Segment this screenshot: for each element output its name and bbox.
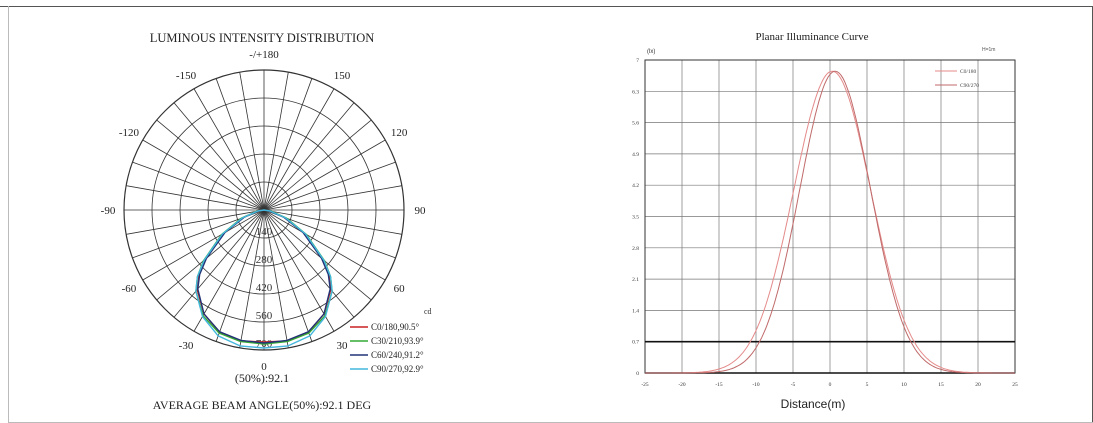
polar-spoke [263,139,386,211]
polar-angle-label: 60 [394,283,406,295]
polar-spoke [239,72,265,211]
planar-grid [644,59,1016,374]
planar-series-line [645,70,1015,374]
polar-spoke [193,209,265,332]
polar-footer: AVERAGE BEAM ANGLE(50%):92.1 DEG [153,398,372,412]
polar-spoke [156,209,265,301]
polar-spoke [173,209,265,318]
polar-radial-label: 140 [256,226,273,238]
planar-y-tick: 1.4 [632,308,639,314]
planar-y-tick: 4.2 [632,183,639,189]
polar-angle-label: 150 [334,70,351,82]
polar-angle-label: -90 [101,205,116,217]
planar-x-tick: -15 [715,382,723,388]
polar-radial-label: 280 [256,254,273,266]
planar-title: Planar Illuminance Curve [755,31,868,43]
polar-spoke [126,185,265,211]
planar-legend-label: C0/180 [960,69,976,75]
polar-spoke [215,78,265,211]
planar-y-tick: 3.5 [632,215,639,221]
polar-spoke [263,78,313,211]
planar-xlabel: Distance(m) [781,397,846,411]
polar-series-line [195,209,333,349]
polar-spoke [263,209,335,332]
planar-x-tick: 0 [829,382,832,388]
planar-series-line [645,70,1015,374]
polar-spoke [263,119,372,211]
polar-spoke [239,209,265,348]
planar-corner-note: H=1m [982,47,995,53]
planar-x-tick: -20 [678,382,686,388]
planar-x-tick: 15 [938,382,944,388]
planar-legend-label: C90/270 [960,83,979,89]
luminous-intensity-polar-chart: LUMINOUS INTENSITY DISTRIBUTION -/+180 15… [101,31,432,412]
planar-legend: C0/180 C90/270 [935,69,979,89]
planar-series [645,70,1015,374]
polar-spoke [263,209,386,281]
polar-spoke [263,185,402,211]
frame-top-line [0,6,1093,7]
polar-beam-label: (50%):92.1 [235,371,289,385]
polar-legend-label: C30/210,93.9° [371,336,424,346]
polar-angle-label: 0 [261,361,267,373]
polar-spoke [215,209,265,342]
polar-spoke [263,209,402,235]
polar-legend: C0/180,90.5° C30/210,93.9° C60/240,91.2° C9… [350,322,424,374]
planar-y-tick: 0.7 [632,340,639,346]
polar-spoke [263,209,355,318]
polar-series-line [197,209,331,344]
polar-spoke [173,102,265,211]
polar-angle-label: -120 [119,127,140,139]
polar-angle-labels: -/+180 150 120 90 60 30 0 -30 -60 -90 -120 -150 [101,49,426,373]
polar-spoke [156,119,265,211]
planar-x-tick: 25 [1012,382,1018,388]
polar-series [195,209,333,349]
polar-spoke [263,88,335,211]
polar-spoke [263,209,313,342]
planar-y-tick: 2.1 [632,277,639,283]
polar-spoke [263,161,396,211]
polar-spoke [142,209,265,281]
polar-radial-label: 560 [256,310,273,322]
polar-legend-label: C0/180,90.5° [371,322,420,332]
polar-spoke [263,209,372,301]
polar-spoke [193,88,265,211]
polar-spoke [263,102,355,211]
planar-ylabel: (lx) [647,49,655,55]
planar-x-tick: -10 [752,382,760,388]
polar-title: LUMINOUS INTENSITY DISTRIBUTION [150,31,375,45]
planar-y-tick: 4.9 [632,152,639,158]
planar-x-tick: 5 [866,382,869,388]
polar-angle-label: -60 [122,283,137,295]
polar-angle-label: -150 [176,70,197,82]
polar-legend-label: C60/240,91.2° [371,350,424,360]
planar-x-tick: -25 [641,382,649,388]
polar-spoke [132,161,265,211]
polar-angle-label: 30 [337,340,349,352]
polar-spoke [263,72,289,211]
planar-y-tick: 7 [636,58,639,64]
polar-legend-label: C90/270,92.9° [371,364,424,374]
polar-unit-label: cd [424,307,432,316]
planar-x-tick: 20 [975,382,981,388]
frame-left-line [8,6,9,423]
planar-illuminance-chart: Planar Illuminance Curve (lx) H=1m -25 -2… [632,31,1018,411]
planar-y-tick: 6.3 [632,89,639,95]
planar-x-tick: 10 [901,382,907,388]
polar-spoke [142,139,265,211]
planar-x-tick: -5 [791,382,796,388]
polar-radial-label: 420 [256,282,273,294]
planar-y-tick: 0 [636,371,639,377]
planar-y-tick: 5.6 [632,121,639,127]
planar-tick-labels: -25 -20 -15 -10 -5 0 5 10 15 20 25 0 0.7 1.4 2.1 2.8 3.5… [632,58,1018,388]
polar-angle-label: -30 [179,340,194,352]
polar-angle-label: 120 [391,127,408,139]
polar-angle-label: 90 [415,205,427,217]
polar-spoke [126,209,265,235]
planar-y-tick: 2.8 [632,246,639,252]
polar-grid [123,69,405,351]
polar-spoke [263,209,289,348]
polar-angle-label: -/+180 [249,49,279,61]
